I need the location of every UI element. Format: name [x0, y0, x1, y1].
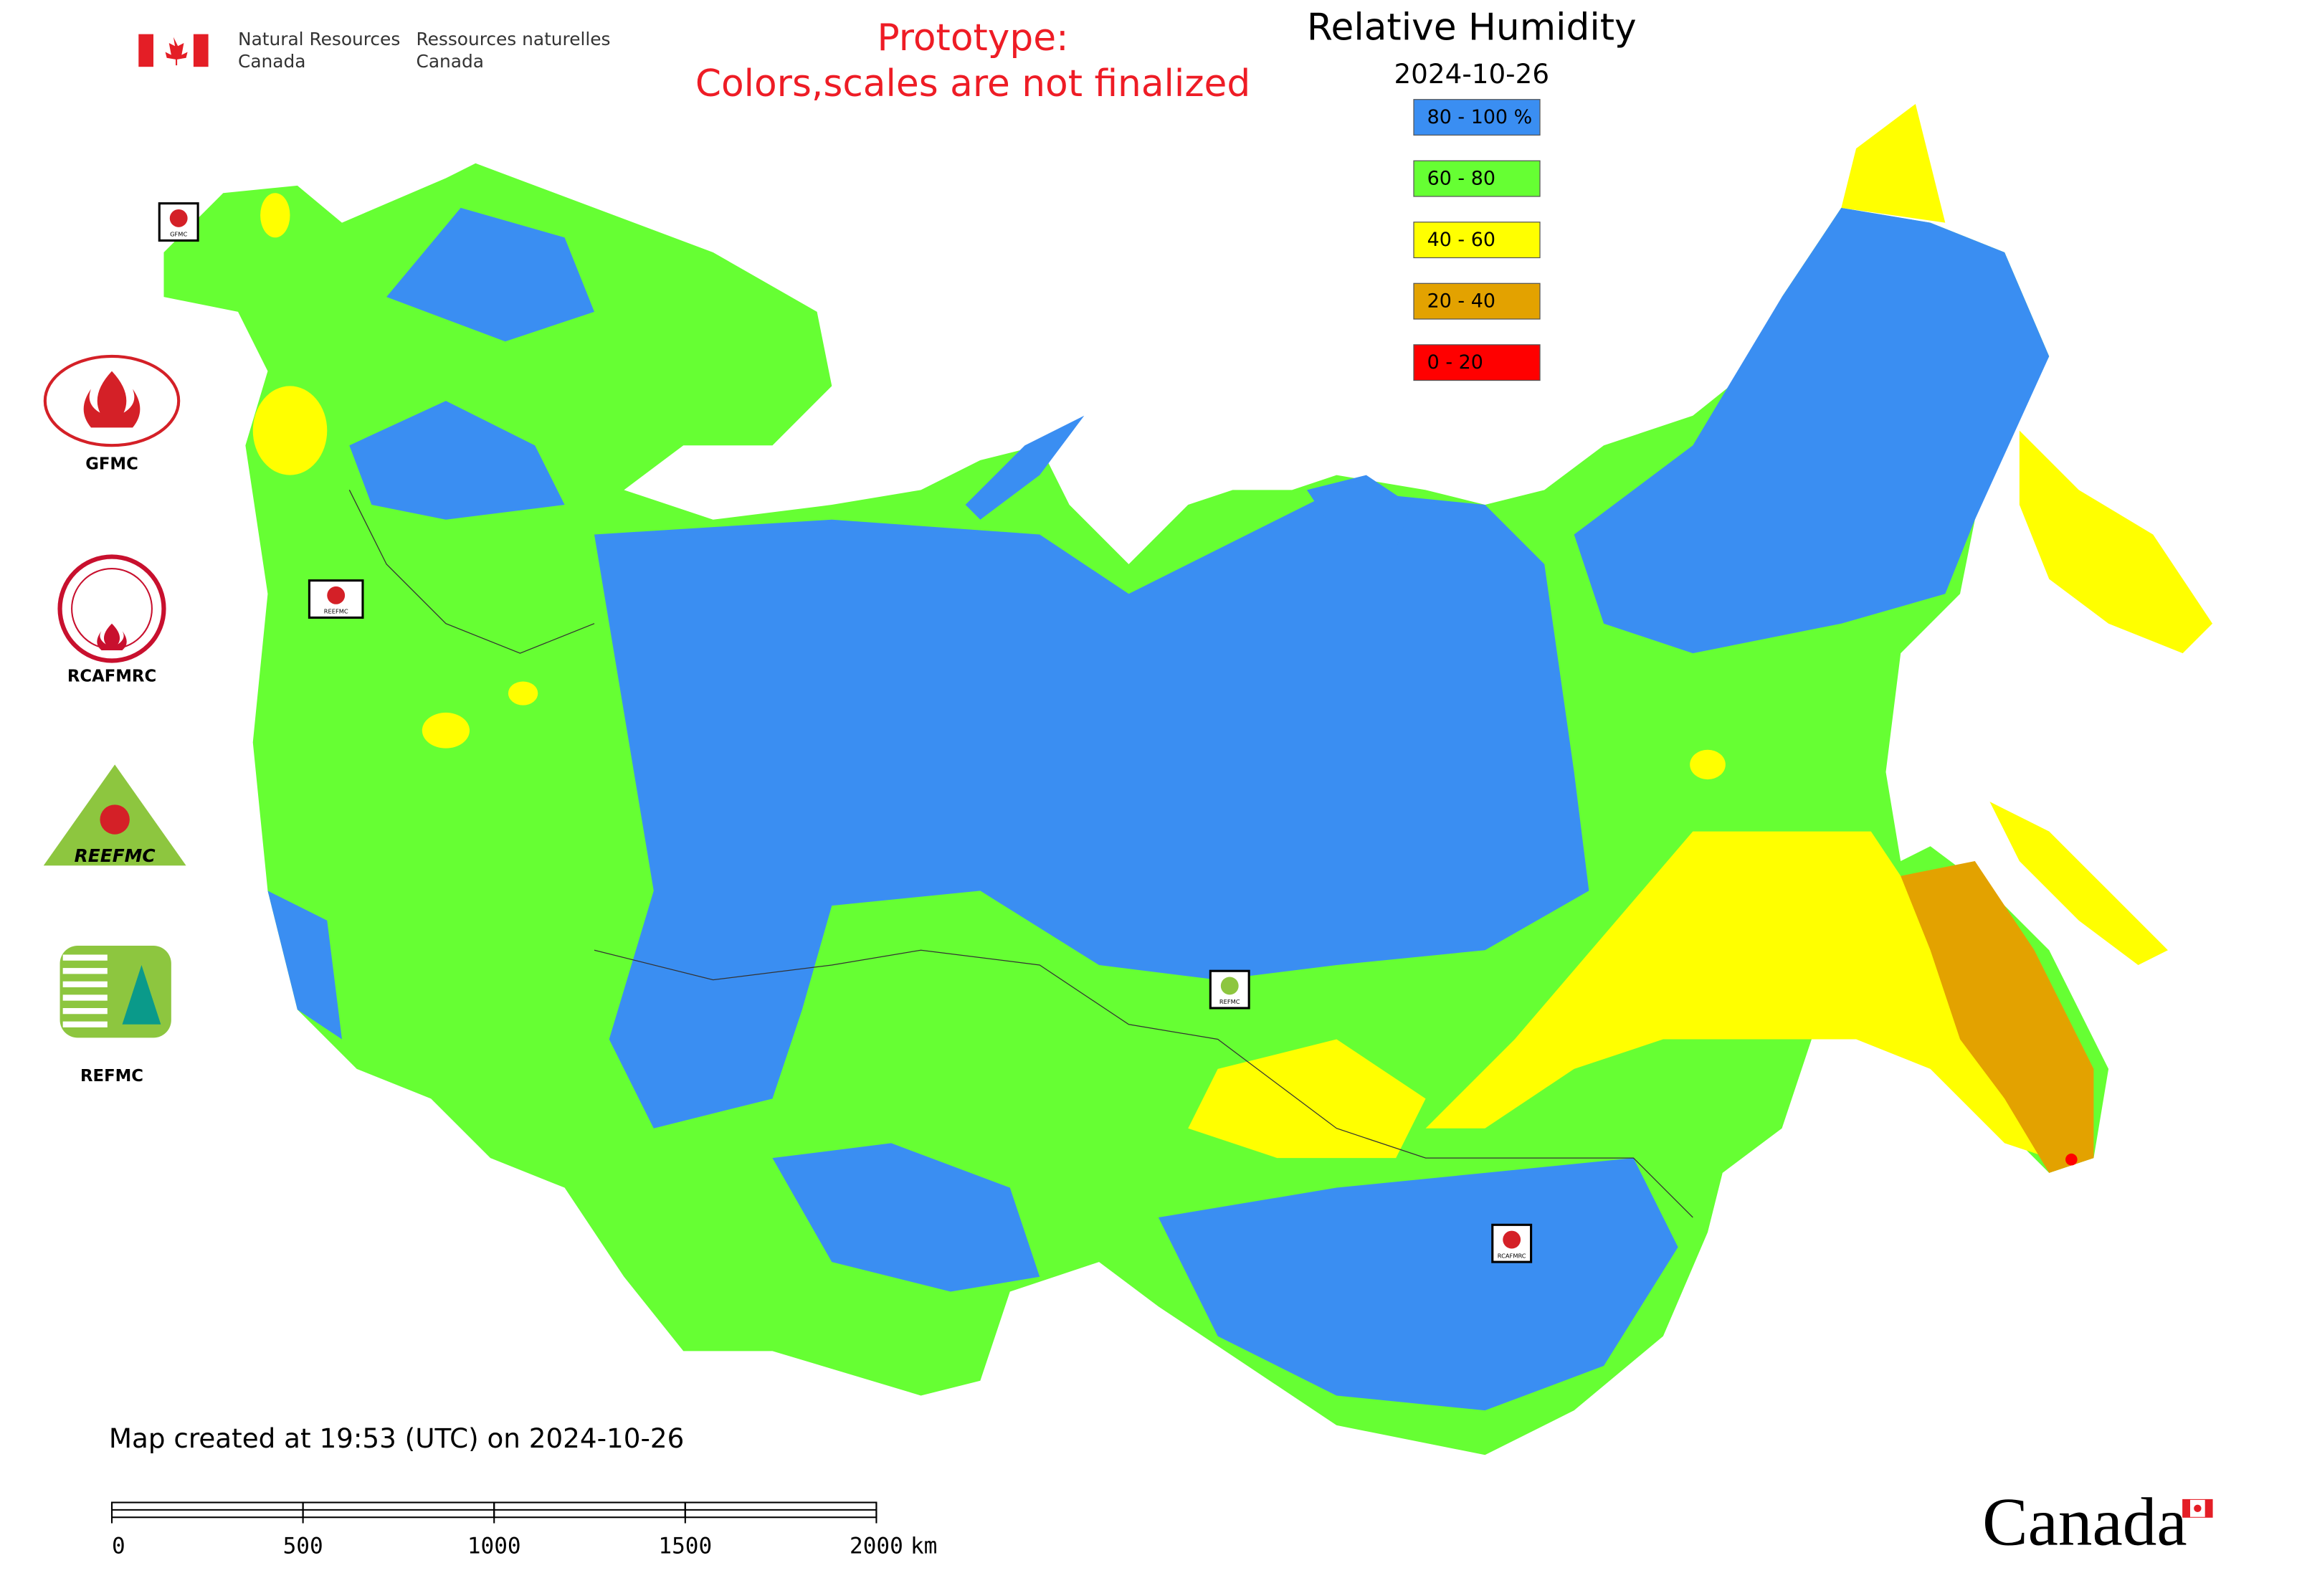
humidity-zone [1188, 1039, 1426, 1159]
map-markers: GFMC REEFMC REFMC RCAFMRC [158, 202, 1533, 1263]
legend-swatch [1413, 282, 1541, 320]
legend-label: 0 - 20 [1427, 351, 1483, 374]
island [1306, 475, 1411, 550]
humidity-zone [1425, 831, 2050, 1159]
map-marker-label: GFMC [170, 231, 187, 238]
logo-shape [97, 623, 127, 650]
logo-label: REEFMC [75, 845, 156, 866]
map-marker-label: RCAFMRC [1498, 1252, 1526, 1259]
map-marker-icon [327, 586, 346, 604]
humidity-zone [1574, 207, 2050, 654]
wordmark-flag [2182, 1499, 2190, 1518]
island [965, 415, 1085, 520]
logo-shape [62, 1021, 108, 1027]
country-border [348, 490, 1693, 1218]
legend-label: 20 - 40 [1427, 290, 1495, 313]
notice: Colors,scales are not finalized [695, 62, 1250, 105]
agency-logo: Natural Resources Canada Ressources natu… [138, 29, 611, 72]
wordmark-flag [2194, 1504, 2202, 1513]
logo-shape [62, 981, 108, 988]
agency-name: Ressources naturelles [417, 29, 611, 49]
humidity-zone [1841, 103, 1946, 223]
logo-shape [122, 964, 161, 1025]
logo-shape [100, 804, 130, 835]
map-marker-label: REEFMC [324, 608, 348, 615]
humidity-zone [1901, 861, 2094, 1173]
map-marker-label: REFMC [1219, 998, 1240, 1005]
legend-title: Relative Humidity [1307, 6, 1637, 49]
scale-label: 2000 [850, 1534, 903, 1559]
logo-label: REFMC [80, 1067, 143, 1086]
humidity-zone [772, 1143, 1040, 1292]
logo-shape [62, 1008, 108, 1015]
logos: GFMC RCAFMRC REEFMC REFMC [43, 354, 186, 1086]
legend-label: 80 - 100 % [1427, 106, 1533, 128]
map-marker-icon [1220, 977, 1239, 995]
canada-wordmark: Canada [1982, 1484, 2213, 1560]
flag-bar [193, 34, 209, 67]
legend: 80 - 100 % 60 - 80 40 - 60 20 - 40 0 - 20 [1413, 99, 1541, 381]
legend-swatch [1413, 222, 1541, 259]
legend-label: 60 - 80 [1427, 168, 1495, 190]
agency-name: Canada [417, 51, 484, 72]
logo-shape [83, 371, 141, 428]
wordmark-flag [2205, 1499, 2213, 1518]
humidity-zone [349, 401, 565, 520]
logo-shape [62, 994, 108, 1001]
legend-date: 2024-10-26 [1394, 58, 1549, 90]
humidity-zone [2019, 430, 2213, 654]
humidity-zone [1158, 1158, 1678, 1411]
legend-swatch [1413, 160, 1541, 197]
map [163, 103, 2213, 1455]
scale-label: 500 [283, 1534, 323, 1559]
agency-name: Natural Resources [238, 29, 400, 49]
flag-bar [138, 34, 153, 67]
humidity-zone [267, 890, 342, 1040]
logo-label: GFMC [85, 455, 138, 474]
scale-label: 0 [112, 1534, 125, 1559]
legend-label: 40 - 60 [1427, 229, 1495, 251]
wordmark: Canada [1982, 1484, 2187, 1560]
created-note: Map created at 19:53 (UTC) on 2024-10-26 [109, 1422, 684, 1454]
legend-swatch [1413, 99, 1541, 136]
scale-label: 1000 [467, 1534, 521, 1559]
notice: Prototype: [877, 16, 1068, 60]
maple-leaf [165, 37, 188, 66]
agency-name: Canada [238, 51, 305, 72]
map-marker-icon [169, 209, 188, 227]
humidity-zone [1690, 749, 1726, 780]
humidity-zone [594, 490, 1589, 1129]
humidity-zone [260, 193, 290, 238]
humidity-zone [252, 386, 328, 475]
scale-label: 1500 [658, 1534, 712, 1559]
logo-label: RCAFMRC [67, 668, 156, 686]
humidity-zone [2065, 1153, 2078, 1166]
humidity-zone [508, 681, 538, 706]
scale-unit: km [910, 1534, 937, 1559]
legend-swatch [1413, 344, 1541, 381]
logo-shape [62, 954, 108, 961]
humidity-zone [1989, 802, 2168, 965]
scale-bar: 0 500 1000 1500 2000 km [110, 1501, 937, 1559]
logo-shape [57, 554, 166, 663]
logo-shape [62, 968, 108, 974]
humidity-zone [386, 207, 594, 342]
humidity-zone [422, 712, 470, 749]
map-marker-icon [1503, 1230, 1521, 1249]
